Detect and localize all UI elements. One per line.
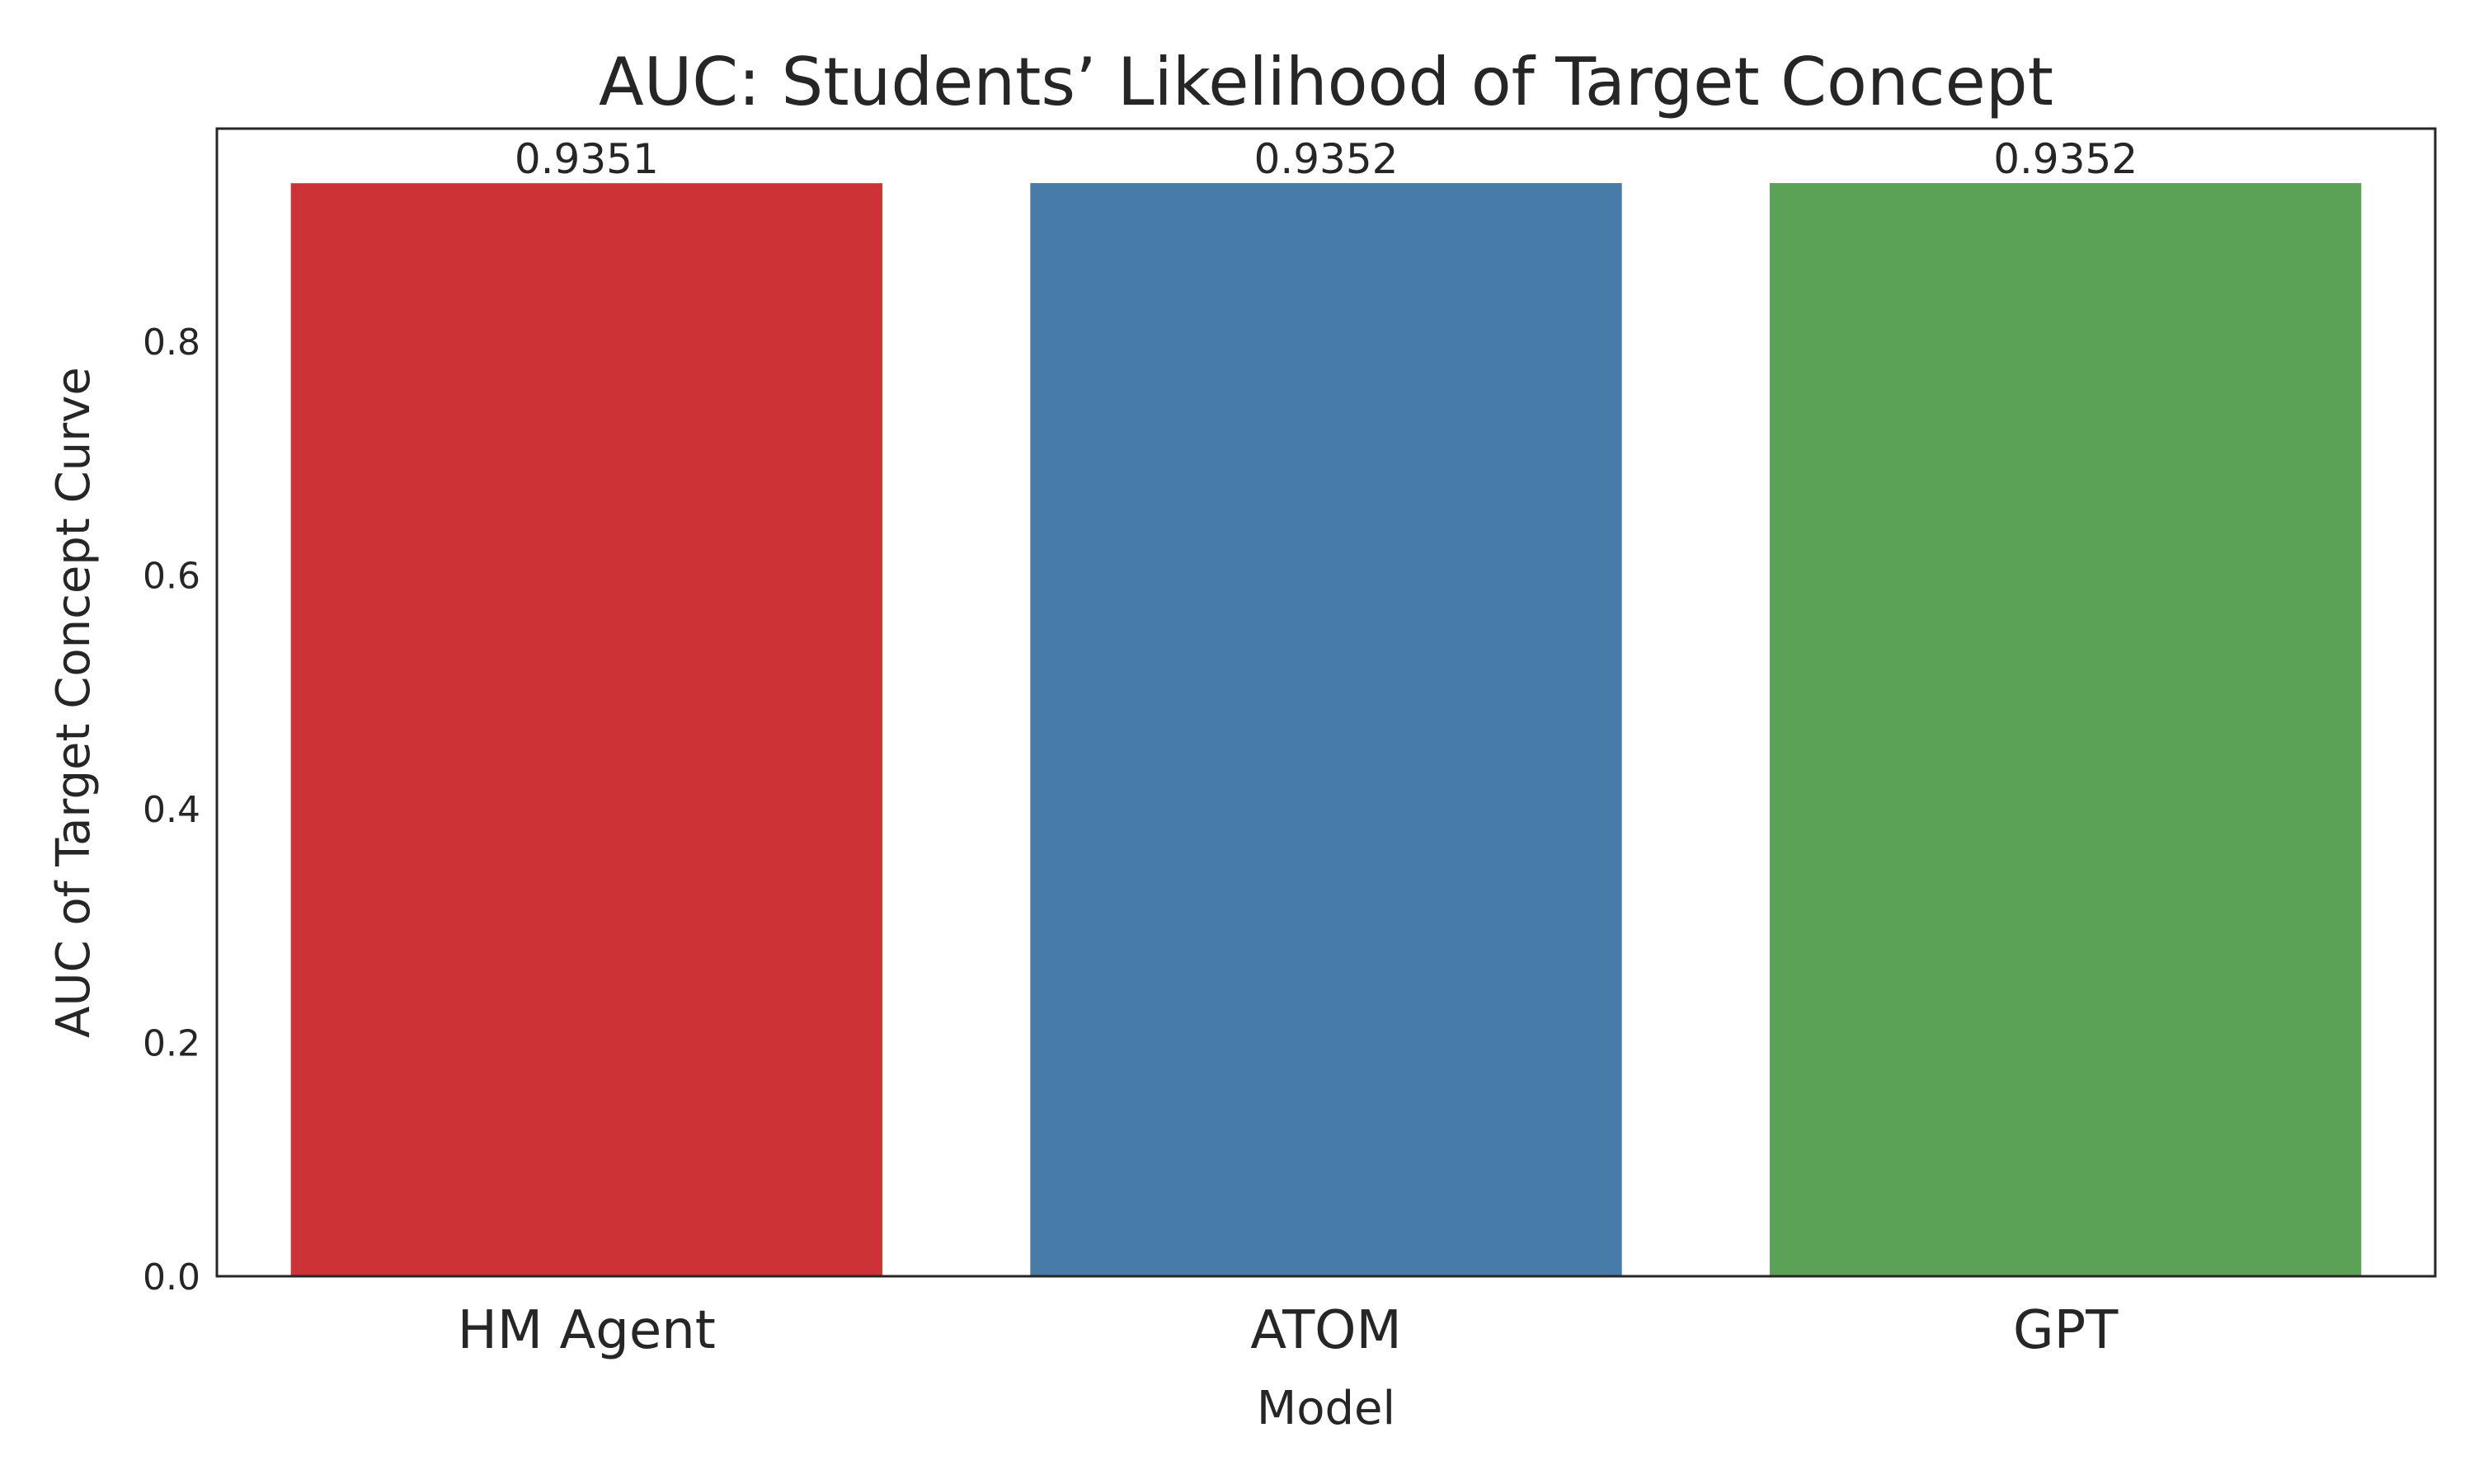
data-label-hm-agent: 0.9351 <box>515 135 659 183</box>
y-tick-label: 0.6 <box>143 555 200 597</box>
x-tick-label-gpt: GPT <box>2013 1300 2119 1361</box>
bar-hm-agent <box>290 183 883 1277</box>
bar-gpt <box>1770 183 2362 1276</box>
x-axis-label: Model <box>1257 1382 1395 1435</box>
data-label-gpt: 0.9352 <box>1993 135 2138 183</box>
x-tick-label-hm-agent: HM Agent <box>458 1300 716 1361</box>
bar-atom <box>1030 183 1622 1276</box>
y-tick-label: 0.4 <box>143 789 200 831</box>
y-axis-ticks: 0.0 0.2 0.4 0.6 0.8 <box>143 322 200 1298</box>
x-axis-ticks: HM Agent ATOM GPT <box>458 1300 2119 1361</box>
x-tick-label-atom: ATOM <box>1250 1300 1402 1361</box>
data-label-atom: 0.9352 <box>1254 135 1399 183</box>
chart-title: AUC: Students’ Likelihood of Target Conc… <box>599 44 2053 120</box>
bars-layer <box>290 183 2362 1277</box>
plot-frame <box>215 127 2437 1278</box>
y-tick-label: 0.0 <box>143 1256 200 1298</box>
data-labels-layer: 0.9351 0.9352 0.9352 <box>515 135 2138 183</box>
y-tick-label: 0.2 <box>143 1022 200 1064</box>
y-tick-label: 0.8 <box>143 322 200 364</box>
y-axis-label: AUC of Target Concept Curve <box>47 367 101 1038</box>
